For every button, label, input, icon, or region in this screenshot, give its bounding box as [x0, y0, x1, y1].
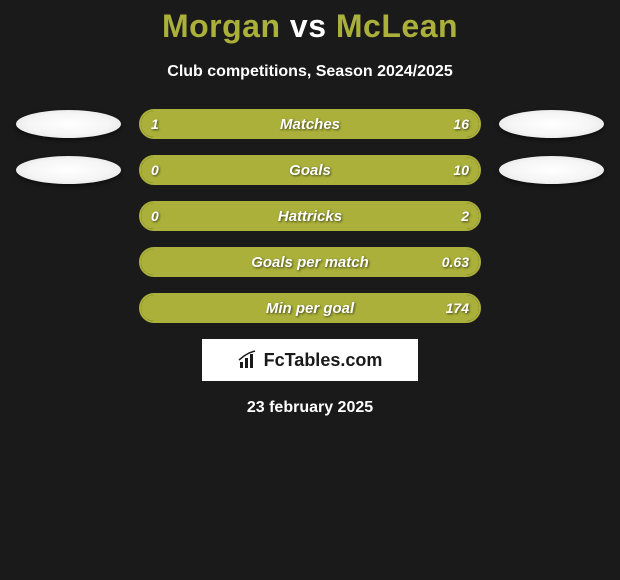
brand-logo[interactable]: FcTables.com [202, 339, 418, 381]
stat-row: Goals per match0.63 [0, 247, 620, 277]
stat-bar: Min per goal174 [139, 293, 481, 323]
page-title: Morgan vs McLean [0, 8, 620, 45]
player1-avatar [16, 156, 121, 184]
stat-row: 0Hattricks2 [0, 201, 620, 231]
footer-date: 23 february 2025 [0, 399, 620, 417]
bar-fill-right [141, 203, 479, 229]
vs-label: vs [290, 8, 327, 44]
bar-fill-right [141, 157, 479, 183]
bar-fill-left [141, 111, 161, 137]
player2-avatar [499, 110, 604, 138]
player1-avatar [16, 110, 121, 138]
stat-row: 0Goals10 [0, 155, 620, 185]
stat-bar: Goals per match0.63 [139, 247, 481, 277]
bar-fill-right [141, 249, 479, 275]
player2-name: McLean [336, 8, 458, 44]
stat-row: Min per goal174 [0, 293, 620, 323]
bar-fill-right [161, 111, 479, 137]
stat-bar: 1Matches16 [139, 109, 481, 139]
chart-icon [238, 350, 260, 370]
brand-text: FcTables.com [264, 350, 383, 371]
comparison-card: Morgan vs McLean Club competitions, Seas… [0, 0, 620, 417]
stat-bar: 0Hattricks2 [139, 201, 481, 231]
player1-name: Morgan [162, 8, 281, 44]
bar-fill-right [141, 295, 479, 321]
subtitle: Club competitions, Season 2024/2025 [0, 63, 620, 81]
stat-row: 1Matches16 [0, 109, 620, 139]
stat-bar: 0Goals10 [139, 155, 481, 185]
player2-avatar [499, 156, 604, 184]
stats-container: 1Matches16 0Goals10 0Hattricks2 Goals per m… [0, 109, 620, 323]
